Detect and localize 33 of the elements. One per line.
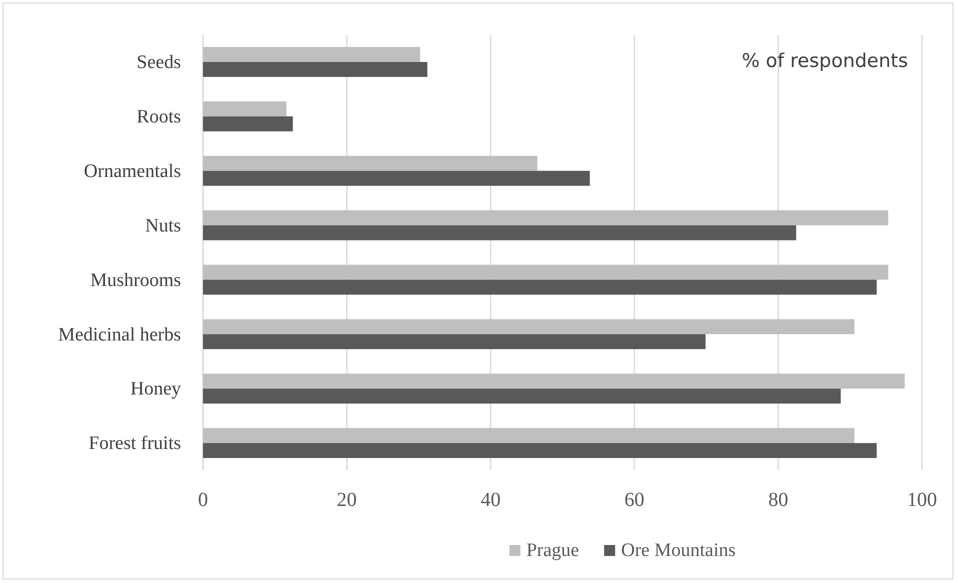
bar xyxy=(203,334,706,350)
x-tick-label: 60 xyxy=(624,489,644,512)
x-tick-label: 80 xyxy=(768,489,788,512)
bar xyxy=(203,156,538,171)
y-tick-label: Roots xyxy=(136,106,181,128)
bar xyxy=(203,62,428,77)
bar xyxy=(203,116,293,132)
y-tick-label: Mushrooms xyxy=(90,270,181,291)
y-tick-label: Ornamentals xyxy=(84,160,181,182)
annotation: % of respondents xyxy=(742,50,908,72)
bar xyxy=(203,170,590,186)
x-tick-label: 100 xyxy=(907,489,937,512)
bar xyxy=(203,374,905,389)
y-tick-label: Seeds xyxy=(136,52,181,74)
bar xyxy=(203,319,854,334)
x-tick-label: 20 xyxy=(336,489,357,512)
bar xyxy=(203,46,420,62)
x-tick-label: 40 xyxy=(480,489,501,512)
y-tick-label: Forest fruits xyxy=(88,433,181,454)
y-tick-label: Medicinal herbs xyxy=(58,324,181,346)
bar xyxy=(203,264,888,280)
bar xyxy=(203,210,888,226)
x-tick-label: 0 xyxy=(198,489,208,512)
y-tick-label: Honey xyxy=(130,378,182,400)
bar xyxy=(203,428,854,444)
legend-label: Ore Mountains xyxy=(621,540,736,561)
bar xyxy=(203,388,841,404)
bar xyxy=(203,101,286,116)
y-tick-label: Nuts xyxy=(145,215,181,236)
bar xyxy=(203,443,877,458)
bar xyxy=(203,280,877,295)
bar xyxy=(203,225,796,240)
legend-label: Prague xyxy=(526,540,580,561)
